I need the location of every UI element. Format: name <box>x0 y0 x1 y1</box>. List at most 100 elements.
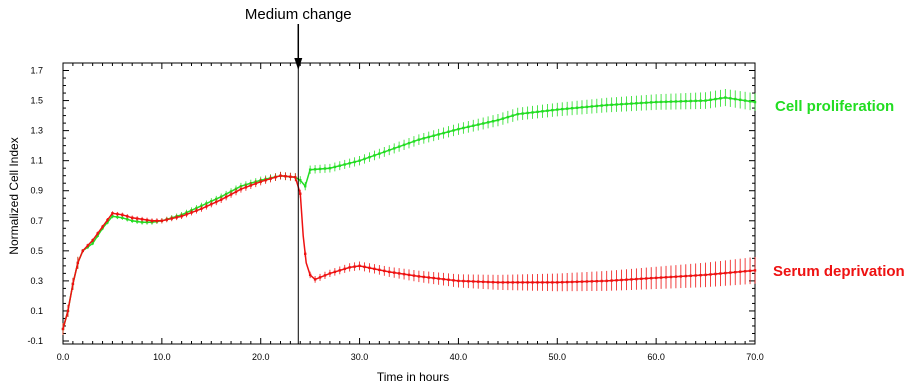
data-point <box>501 117 505 120</box>
data-point <box>318 167 322 171</box>
data-point <box>279 174 282 177</box>
data-point <box>402 272 406 276</box>
data-point <box>615 279 618 282</box>
data-point <box>521 112 524 115</box>
data-point <box>664 100 668 103</box>
data-point <box>486 280 490 284</box>
data-point <box>131 216 134 219</box>
data-point <box>417 138 421 141</box>
data-point <box>447 130 450 133</box>
data-point <box>501 281 505 284</box>
data-point <box>546 109 549 112</box>
data-point <box>709 98 712 102</box>
series-cell-proliferation <box>61 89 757 335</box>
data-point <box>308 273 312 277</box>
data-point <box>383 269 386 273</box>
y-tick-label: -0.1 <box>27 336 43 346</box>
data-point <box>669 100 673 103</box>
data-point <box>106 218 109 222</box>
data-point <box>635 277 638 281</box>
data-point <box>561 281 564 284</box>
data-point <box>600 279 603 283</box>
data-point <box>457 279 460 283</box>
data-point <box>388 148 391 152</box>
data-point <box>472 124 475 127</box>
data-point <box>546 281 549 284</box>
data-point <box>200 207 203 210</box>
data-point <box>590 105 594 108</box>
data-point <box>753 269 757 272</box>
data-point <box>215 200 218 204</box>
y-tick-label: 1.5 <box>30 96 43 106</box>
data-point <box>76 261 80 265</box>
data-point <box>437 277 440 280</box>
data-point <box>694 99 697 103</box>
data-point <box>71 282 75 286</box>
data-point <box>650 101 653 104</box>
data-point <box>625 102 628 106</box>
data-point <box>402 143 406 147</box>
x-tick-label: 0.0 <box>57 352 70 362</box>
data-point <box>140 221 144 224</box>
data-point <box>185 213 188 216</box>
data-point <box>299 192 302 195</box>
data-point <box>101 225 104 228</box>
data-point <box>645 101 648 104</box>
data-point <box>664 276 668 279</box>
y-tick-label: 1.3 <box>30 126 43 136</box>
data-point <box>551 281 554 284</box>
data-point <box>551 108 554 112</box>
y-axis-title: Normalized Cell Index <box>7 137 21 254</box>
data-point <box>630 278 633 281</box>
data-point <box>684 99 687 103</box>
data-point <box>729 97 732 100</box>
data-point <box>585 280 589 283</box>
data-point <box>585 105 589 109</box>
data-point <box>348 266 351 269</box>
data-point <box>570 280 574 284</box>
data-point <box>422 137 426 140</box>
data-point <box>575 106 579 109</box>
data-point <box>274 176 277 179</box>
data-point <box>561 107 564 111</box>
data-point <box>200 204 203 207</box>
series-serum-deprivation <box>61 171 757 335</box>
data-point <box>299 179 302 182</box>
data-point <box>150 219 154 222</box>
data-point <box>580 106 584 109</box>
y-tick-label: 0.9 <box>30 186 43 196</box>
data-point <box>269 177 272 180</box>
data-point <box>452 279 455 282</box>
data-point <box>654 276 658 280</box>
data-point <box>719 97 722 100</box>
data-point <box>724 96 727 99</box>
y-tick-label: 1.1 <box>30 156 43 166</box>
data-point <box>674 100 678 103</box>
x-tick-label: 60.0 <box>647 352 665 362</box>
data-point <box>729 271 732 274</box>
data-point <box>748 100 752 103</box>
data-point <box>378 152 381 155</box>
data-point <box>595 279 599 283</box>
x-tick-label: 10.0 <box>153 352 171 362</box>
data-point <box>91 239 94 242</box>
legend-entry-cell-proliferation: Cell proliferation <box>775 98 894 115</box>
data-point <box>140 218 144 221</box>
data-point <box>511 114 514 117</box>
data-point <box>91 242 94 245</box>
medium-change-arrow-icon <box>294 58 303 70</box>
data-point <box>392 271 396 274</box>
data-point <box>61 327 65 331</box>
data-point <box>190 211 193 214</box>
data-point <box>407 141 411 145</box>
data-point <box>289 175 292 178</box>
data-point <box>412 140 416 143</box>
data-point <box>669 275 673 279</box>
data-point <box>477 280 480 283</box>
data-point <box>155 219 159 222</box>
data-point <box>679 275 683 278</box>
data-point <box>170 217 173 220</box>
data-point <box>358 159 361 162</box>
x-tick-label: 70.0 <box>746 352 764 362</box>
data-point <box>81 249 84 253</box>
